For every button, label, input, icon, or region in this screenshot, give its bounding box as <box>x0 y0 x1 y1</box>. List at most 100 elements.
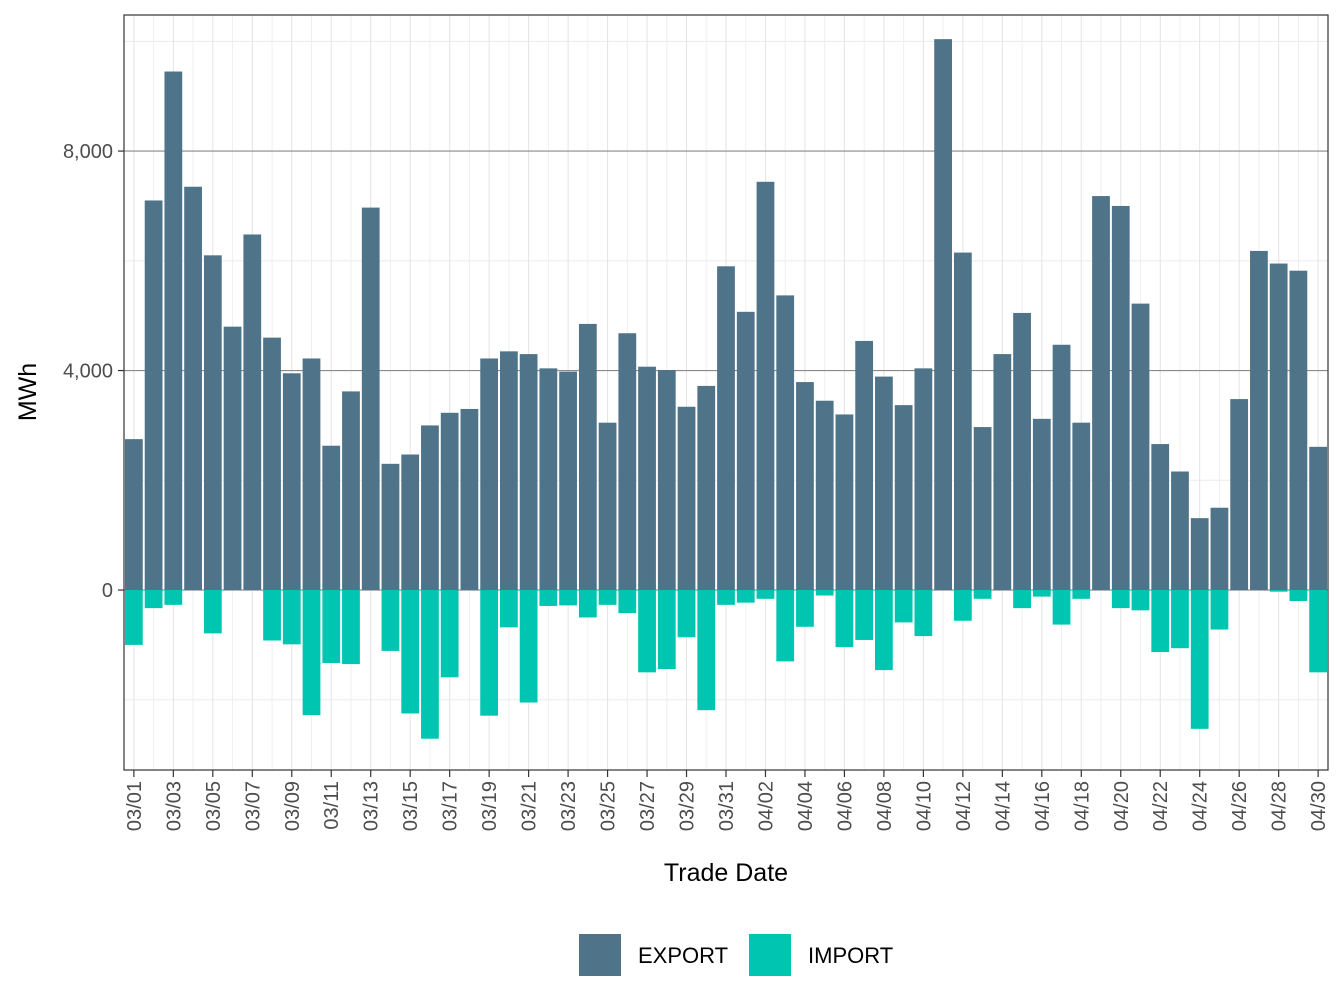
bar-export-04-12 <box>953 252 972 591</box>
bar-export-03-18 <box>460 408 479 591</box>
bar-export-04-27 <box>1250 250 1268 591</box>
y-tick-label: 0 <box>102 580 113 602</box>
y-tick-label: 8,000 <box>63 141 113 163</box>
bar-export-04-21 <box>1131 303 1150 591</box>
bar-import-03-01 <box>124 590 143 645</box>
bar-import-03-31 <box>717 590 735 605</box>
bar-import-04-04 <box>796 590 814 627</box>
bar-import-04-20 <box>1111 590 1130 609</box>
x-tick-label: 04/20 <box>1111 781 1133 831</box>
bar-import-04-03 <box>776 590 795 662</box>
bar-export-04-03 <box>776 295 795 591</box>
bar-import-03-10 <box>302 590 321 716</box>
bar-import-04-24 <box>1190 590 1209 729</box>
legend-label-export: EXPORT <box>638 943 728 968</box>
bar-export-03-11 <box>322 445 341 591</box>
y-axis-title: MWh <box>14 363 42 421</box>
bar-export-03-19 <box>480 358 499 591</box>
x-tick-label: 04/26 <box>1229 781 1251 831</box>
x-tick-label: 03/19 <box>479 781 501 831</box>
bar-import-04-30 <box>1309 590 1328 673</box>
bar-import-04-05 <box>815 590 834 596</box>
legend: EXPORT IMPORT <box>579 934 893 976</box>
x-tick-label: 04/08 <box>874 781 896 831</box>
x-tick-label: 03/15 <box>400 781 422 831</box>
bar-export-03-16 <box>421 425 439 591</box>
bar-import-03-15 <box>401 590 420 714</box>
bar-import-04-13 <box>973 590 992 599</box>
x-tick-label: 04/02 <box>755 781 777 831</box>
bar-export-03-26 <box>618 333 637 591</box>
bar-import-03-16 <box>421 590 439 739</box>
bar-import-04-25 <box>1210 590 1229 630</box>
x-tick-label: 03/11 <box>321 781 343 830</box>
bar-export-03-15 <box>401 454 420 591</box>
bar-import-04-22 <box>1151 590 1170 653</box>
x-tick-label: 04/12 <box>953 781 975 831</box>
legend-swatch-import <box>749 934 791 976</box>
bar-export-04-23 <box>1171 471 1189 591</box>
x-tick-label: 03/09 <box>282 781 304 831</box>
bar-export-04-11 <box>934 39 952 591</box>
bar-export-04-06 <box>835 414 854 591</box>
bars-layer <box>124 39 1328 739</box>
x-tick-label: 04/14 <box>992 781 1014 831</box>
bar-export-03-20 <box>500 351 518 591</box>
bar-export-04-22 <box>1151 444 1170 591</box>
bar-import-03-19 <box>480 590 499 716</box>
bar-export-03-27 <box>638 366 656 591</box>
bar-export-04-30 <box>1309 446 1328 591</box>
bar-export-03-05 <box>203 255 222 591</box>
bar-export-04-29 <box>1289 270 1308 591</box>
bar-import-03-14 <box>381 590 400 651</box>
bar-export-04-10 <box>914 368 933 591</box>
x-tick-label: 03/13 <box>361 781 383 831</box>
bar-import-04-02 <box>756 590 775 599</box>
bar-import-04-29 <box>1289 590 1308 602</box>
bar-export-03-23 <box>559 371 577 591</box>
bar-import-03-28 <box>657 590 676 670</box>
x-tick-label: 03/17 <box>440 781 462 831</box>
bar-export-03-07 <box>243 234 262 591</box>
axes-layer: 0 4,000 8,000 03/01 03/03 03/05 03/07 03/09 03/1… <box>63 141 1330 831</box>
bar-export-04-05 <box>815 400 834 591</box>
x-axis-title: Trade Date <box>664 859 788 887</box>
bar-export-03-13 <box>361 207 380 591</box>
bar-import-03-20 <box>500 590 518 628</box>
x-tick-label: 04/28 <box>1269 781 1291 831</box>
legend-swatch-export <box>579 934 621 976</box>
bar-import-03-11 <box>322 590 341 664</box>
legend-label-import: IMPORT <box>808 943 893 968</box>
bar-export-03-10 <box>302 358 321 591</box>
bar-export-04-01 <box>736 311 755 591</box>
bar-export-03-01 <box>124 439 143 591</box>
bar-import-04-16 <box>1032 590 1051 597</box>
bar-export-04-28 <box>1269 263 1288 591</box>
bar-import-04-12 <box>953 590 972 621</box>
x-tick-label: 03/01 <box>124 781 146 831</box>
bar-export-04-15 <box>1013 312 1031 591</box>
bar-export-04-25 <box>1210 507 1229 591</box>
bar-import-04-06 <box>835 590 854 648</box>
bar-import-03-26 <box>618 590 637 614</box>
bar-export-03-25 <box>598 422 617 591</box>
bar-import-03-25 <box>598 590 617 605</box>
x-tick-label: 04/30 <box>1308 781 1330 831</box>
x-tick-label: 03/21 <box>519 781 541 831</box>
bar-import-03-23 <box>559 590 577 606</box>
x-tick-label: 03/05 <box>203 781 225 831</box>
bar-export-03-09 <box>282 373 301 591</box>
bar-import-03-27 <box>638 590 656 673</box>
bar-export-03-28 <box>657 370 676 591</box>
bar-import-03-21 <box>519 590 538 703</box>
bar-import-03-08 <box>263 590 281 641</box>
bar-export-03-04 <box>184 186 202 591</box>
bar-import-04-10 <box>914 590 933 637</box>
x-tick-label: 03/03 <box>163 781 185 831</box>
bar-import-04-21 <box>1131 590 1150 611</box>
bar-import-04-07 <box>855 590 874 640</box>
bar-export-03-17 <box>440 412 459 591</box>
bar-export-03-08 <box>263 337 281 591</box>
x-tick-label: 04/24 <box>1190 781 1212 831</box>
